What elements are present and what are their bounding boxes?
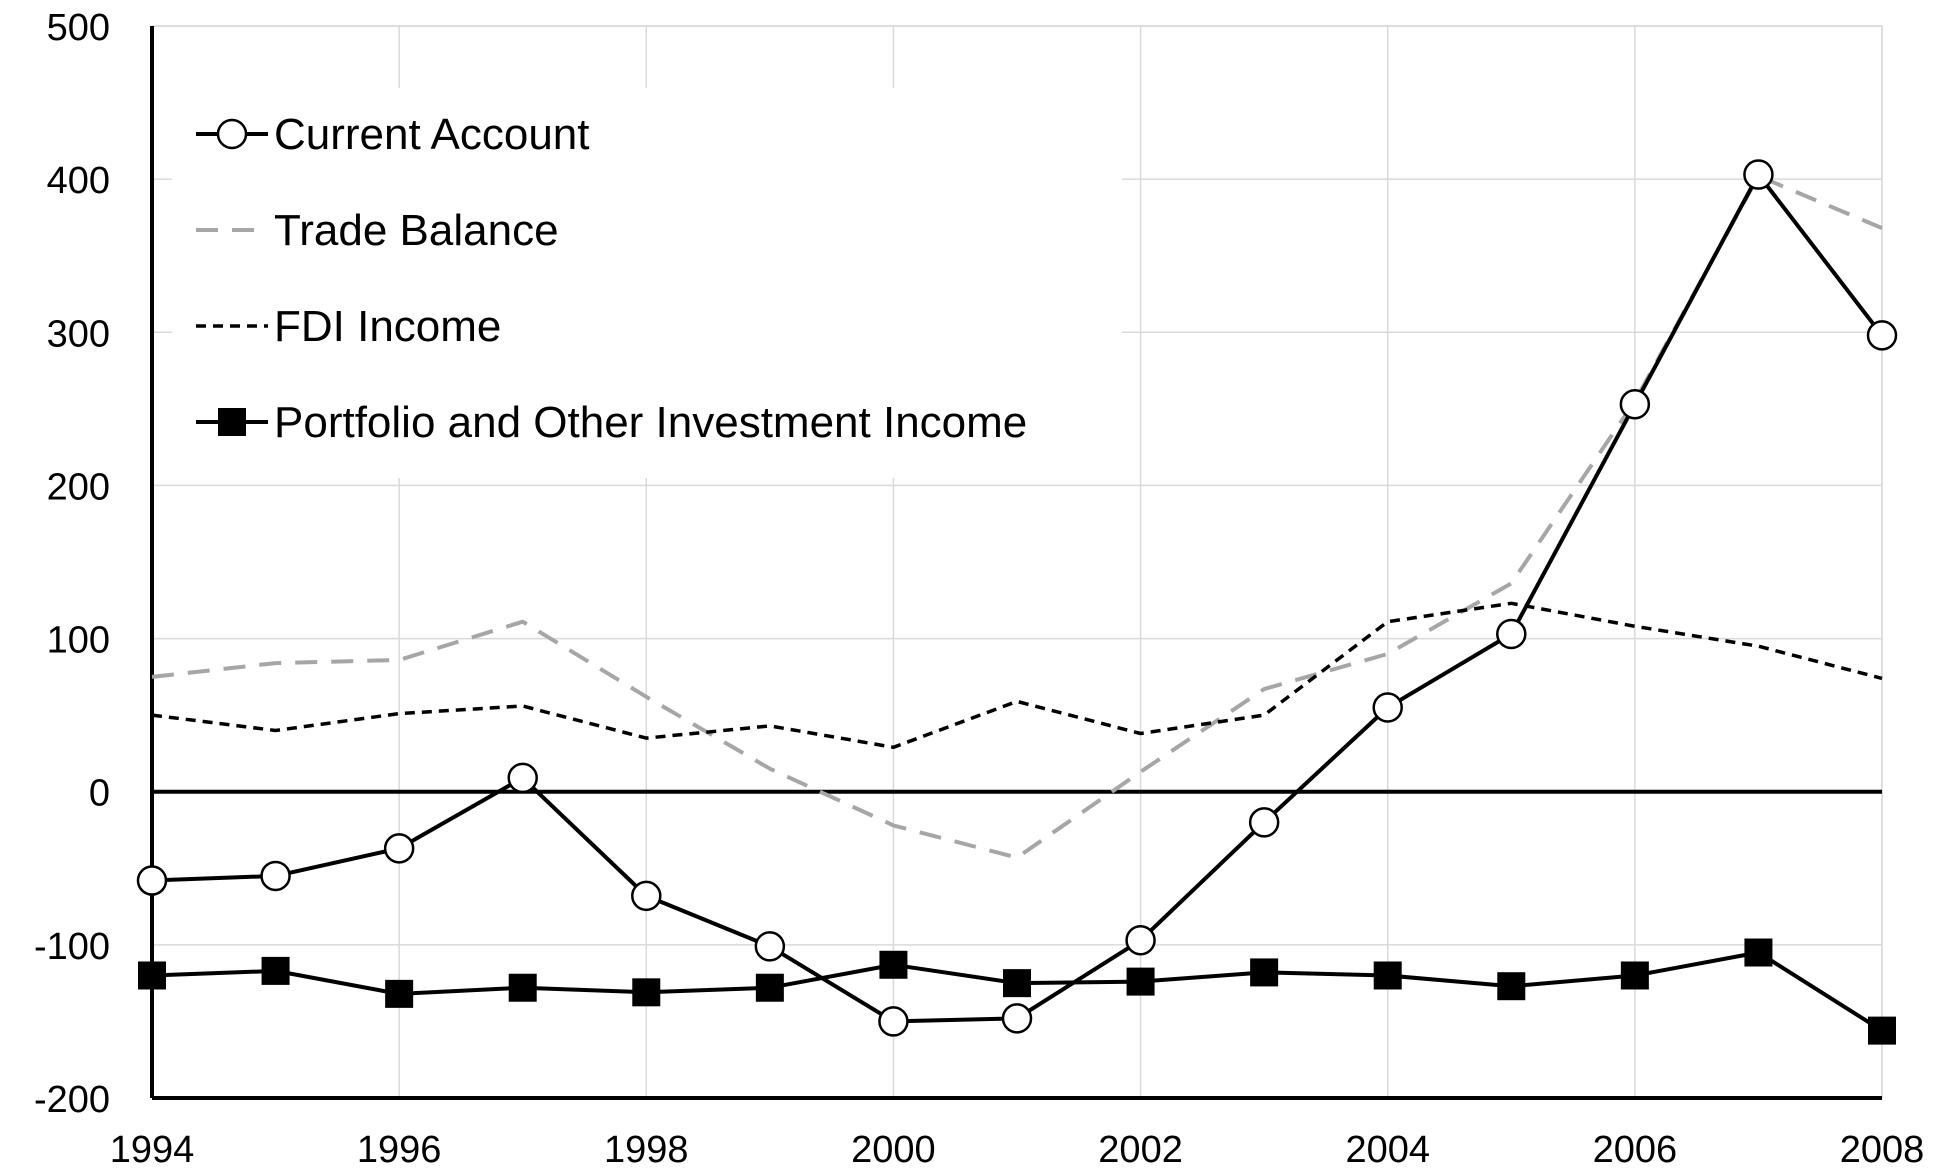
- axes: [150, 26, 1882, 1100]
- y-tick-label: 0: [89, 773, 110, 815]
- data-point-portfolio-and-other-investment-income: [1744, 938, 1773, 967]
- x-tick-label: 2008: [1840, 1129, 1925, 1171]
- y-tick-label: 200: [47, 466, 110, 508]
- data-point-current-account: [878, 1006, 909, 1037]
- x-tick-label: 2000: [851, 1129, 936, 1171]
- data-point-portfolio-and-other-investment-income: [138, 961, 166, 990]
- legend: Current Account Trade Balance FDI Income Po…: [172, 88, 1122, 478]
- data-point-current-account: [383, 833, 415, 864]
- data-point-portfolio-and-other-investment-income: [1373, 961, 1402, 990]
- x-tick-label: 2002: [1098, 1129, 1183, 1171]
- series-line-fdi-income: [151, 601, 1883, 750]
- x-tick-label: 1994: [110, 1129, 195, 1171]
- tick-labels: -200 -100 0 100 200 300 400 500 1994 1996 1998 2000…: [34, 7, 1924, 1171]
- data-point-current-account: [1496, 618, 1527, 650]
- data-point-current-account: [1866, 320, 1898, 351]
- y-tick-label: 500: [47, 7, 110, 49]
- data-point-portfolio-and-other-investment-income: [632, 978, 661, 1007]
- data-point-current-account: [1001, 1003, 1033, 1034]
- data-point-current-account: [754, 931, 786, 962]
- data-point-portfolio-and-other-investment-income: [385, 979, 414, 1008]
- y-tick-label: 400: [47, 160, 110, 202]
- series-lines: [136, 159, 1898, 1045]
- data-point-current-account: [136, 865, 168, 896]
- legend-label-trade-balance: Trade Balance: [274, 206, 559, 255]
- data-point-portfolio-and-other-investment-income: [1003, 969, 1031, 998]
- data-point-portfolio-and-other-investment-income: [1250, 958, 1279, 987]
- y-tick-label: -200: [34, 1079, 110, 1121]
- x-tick-label: 2006: [1593, 1129, 1678, 1171]
- legend-marker-portfolio-and-other-investment-income: [218, 408, 246, 436]
- x-tick-label: 1996: [357, 1129, 442, 1171]
- data-point-portfolio-and-other-investment-income: [1620, 961, 1649, 990]
- y-tick-label: 300: [47, 313, 110, 355]
- x-tick-label: 2004: [1345, 1129, 1430, 1171]
- legend-label-fdi-income: FDI Income: [274, 302, 501, 351]
- data-point-current-account: [1619, 389, 1651, 420]
- data-point-portfolio-and-other-investment-income: [1126, 967, 1155, 996]
- y-tick-label: 100: [47, 620, 110, 662]
- data-point-current-account: [631, 880, 662, 912]
- data-point-portfolio-and-other-investment-income: [879, 950, 908, 979]
- legend-background: [172, 88, 1122, 478]
- legend-label-portfolio-and-other-investment-income: Portfolio and Other Investment Income: [274, 398, 1027, 447]
- series-line-trade-balance: [151, 174, 1883, 860]
- x-tick-label: 1998: [604, 1129, 689, 1171]
- data-point-current-account: [1125, 925, 1156, 956]
- data-point-current-account: [1743, 159, 1774, 190]
- data-point-current-account: [1372, 692, 1403, 723]
- data-point-portfolio-and-other-investment-income: [755, 973, 784, 1002]
- data-point-portfolio-and-other-investment-income: [1497, 972, 1526, 1001]
- y-tick-label: -100: [34, 926, 110, 968]
- legend-marker-current-account: [216, 118, 248, 150]
- data-point-current-account: [507, 762, 538, 794]
- data-point-current-account: [1248, 807, 1280, 838]
- legend-label-current-account: Current Account: [274, 110, 590, 159]
- data-point-portfolio-and-other-investment-income: [1868, 1016, 1896, 1045]
- data-point-current-account: [260, 860, 291, 892]
- data-point-portfolio-and-other-investment-income: [508, 973, 537, 1002]
- data-point-portfolio-and-other-investment-income: [261, 956, 290, 985]
